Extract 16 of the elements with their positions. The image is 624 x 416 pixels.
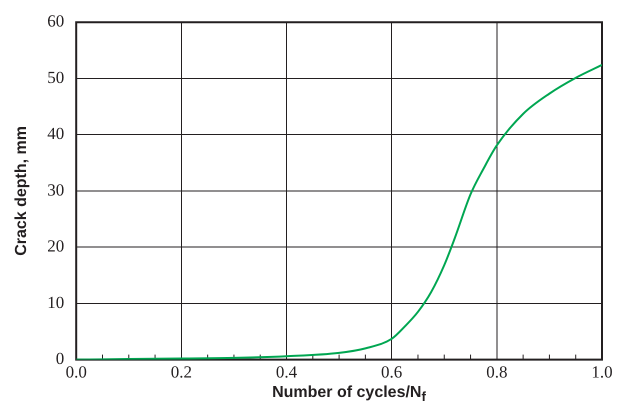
y-tick-label: 0 <box>56 349 64 368</box>
x-tick-label: 0.8 <box>486 362 508 382</box>
x-axis-title: Number of cycles/N$_{f}$ <box>271 384 427 404</box>
x-tick-label: 0.4 <box>276 362 298 382</box>
y-tick-label: 60 <box>47 12 64 31</box>
y-tick-label: 30 <box>47 180 64 200</box>
x-tick-label: 0.6 <box>381 362 402 382</box>
y-tick-label: 10 <box>47 292 64 312</box>
y-tick-label: 20 <box>47 236 64 256</box>
y-tick-label: 40 <box>47 124 64 144</box>
line-series <box>76 64 602 360</box>
x-tick-label: 1.0 <box>591 362 613 382</box>
y-axis-title: Crack depth, mm <box>13 126 30 256</box>
y-tick-label: 50 <box>47 68 64 87</box>
x-tick-label: 0.2 <box>170 362 192 382</box>
x-tick-label: 0.0 <box>66 362 87 382</box>
